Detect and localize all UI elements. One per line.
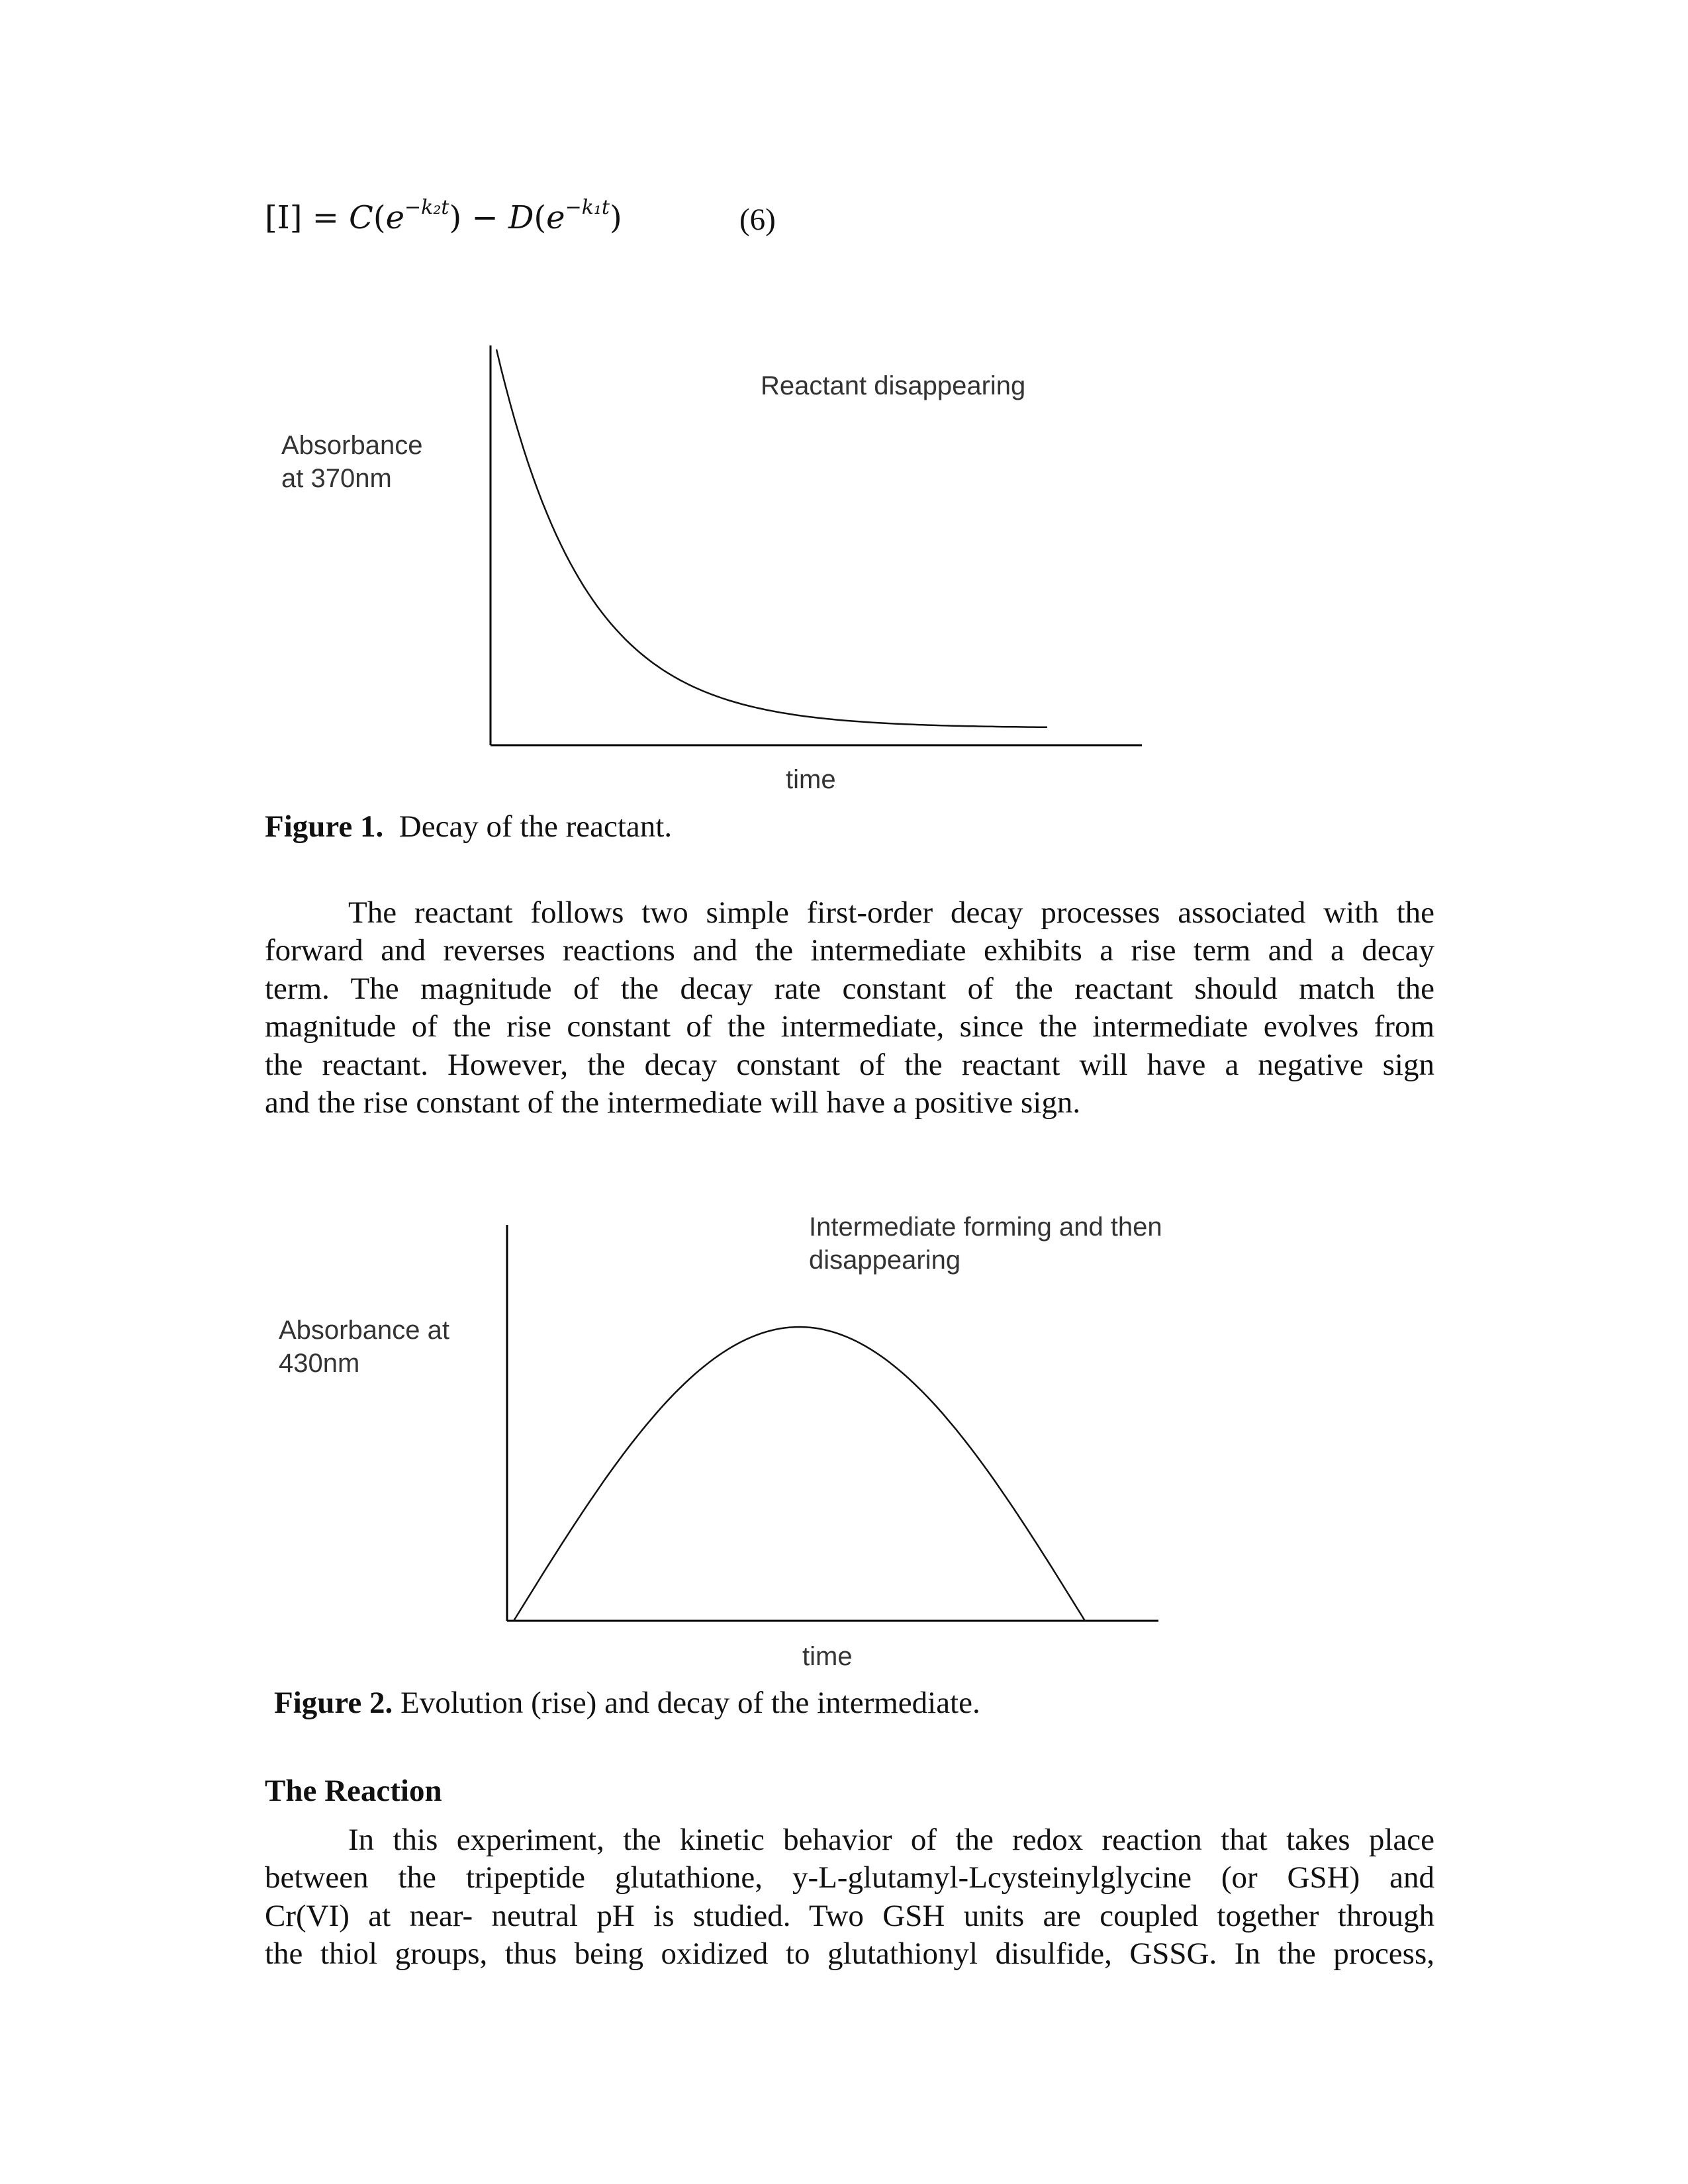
eq-c: C: [349, 199, 373, 236]
section-heading: The Reaction: [265, 1773, 442, 1809]
text-line: The reactant follows two simple first-or…: [348, 895, 1434, 930]
fig2-rise-decay-curve: [512, 1326, 1086, 1621]
fig2-annotation: Intermediate forming and then disappeari…: [809, 1210, 1162, 1277]
section-title: The Reaction: [265, 1774, 442, 1808]
fig1-caption: Figure 1. Decay of the reactant.: [265, 809, 672, 844]
text-line: In this experiment, the kinetic behavior…: [348, 1823, 1434, 1857]
text-line: Cr(VI) at near- neutral pH is studied. T…: [265, 1898, 1434, 1933]
eq-lhs: [I]: [265, 199, 303, 236]
fig1-decay-curve: [495, 349, 1047, 729]
text-line: the reactant. However, the decay constan…: [265, 1047, 1434, 1082]
fig1-xlabel: time: [786, 765, 836, 794]
fig2-ylabel-line: Absorbance at: [279, 1316, 449, 1345]
text-line: forward and reverses reactions and the i…: [265, 933, 1434, 968]
fig2-caption-text: Evolution (rise) and decay of the interm…: [400, 1686, 980, 1720]
eq-d: D: [508, 199, 534, 236]
eq-sign: =: [312, 199, 339, 236]
fig2-ylabel-line: 430nm: [279, 1349, 360, 1378]
text-line: between the tripeptide glutathione, y-L-…: [265, 1860, 1434, 1895]
fig2-annotation-line: Intermediate forming and then: [809, 1212, 1162, 1242]
eq-exp2: −k₂t: [404, 196, 449, 219]
fig2-xlabel: time: [802, 1642, 853, 1671]
eq-exp1: −k₁t: [565, 196, 610, 219]
fig1-caption-label: Figure 1.: [265, 809, 384, 844]
fig2-annotation-line: disappearing: [809, 1246, 961, 1275]
fig1-caption-text: Decay of the reactant.: [399, 809, 673, 844]
fig1-ylabel-line: at 370nm: [281, 464, 392, 493]
fig2-ylabel: Absorbance at 430nm: [279, 1314, 449, 1380]
equation-number: (6): [739, 203, 776, 237]
fig1-ylabel-line: Absorbance: [281, 431, 423, 460]
text-line: magnitude of the rise constant of the in…: [265, 1009, 1434, 1044]
fig2-caption-label: Figure 2.: [274, 1686, 393, 1720]
fig1-ylabel: Absorbance at 370nm: [281, 429, 422, 495]
paragraph-2: In this experiment, the kinetic behavior…: [265, 1821, 1434, 1974]
eq-minus: −: [471, 199, 498, 236]
text-line: the thiol groups, thus being oxidized to…: [265, 1936, 1434, 1972]
text-line: and the rise constant of the intermediat…: [265, 1085, 1081, 1120]
paragraph-1: The reactant follows two simple first-or…: [265, 894, 1434, 1122]
fig2-caption: Figure 2. Evolution (rise) and decay of …: [274, 1685, 980, 1721]
equation-6: [I] = C(e−k₂t) − D(e−k₁t): [265, 196, 622, 236]
fig1-annotation: Reactant disappearing: [761, 371, 1026, 400]
text-line: term. The magnitude of the decay rate co…: [265, 971, 1434, 1006]
